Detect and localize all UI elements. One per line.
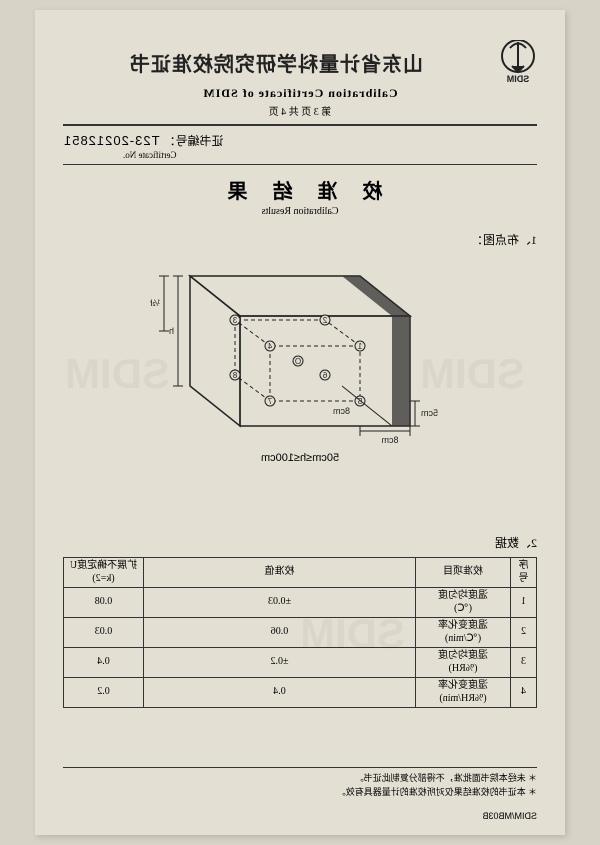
table-row: 2 温度变化率(℃/min) 0.06 0.03 <box>64 618 537 648</box>
cell-item: 湿度均匀度(%RH) <box>416 648 511 678</box>
cell-idx: 1 <box>511 588 537 618</box>
header: SDIM 山东省计量科学研究院校准证书 Calibration Certific… <box>63 40 537 126</box>
svg-text:½h: ½h <box>150 298 160 308</box>
footnotes: ＊ 未经本院书面批准，不得部分复制此证书。 ＊ 本证书的校准结果仅对所校准的计量… <box>63 767 537 799</box>
table-header-row: 序号 校准项目 校准值 扩展不确定度U (k=2) <box>64 558 537 588</box>
section1-label: 1、布点图： <box>63 231 537 248</box>
svg-text:6: 6 <box>322 371 327 380</box>
cell-item: 温度均匀度(℃) <box>416 588 511 618</box>
svg-text:7: 7 <box>267 397 272 406</box>
table-row: 3 湿度均匀度(%RH) ±0.2 0.4 <box>64 648 537 678</box>
svg-text:8cm: 8cm <box>333 406 350 416</box>
cell-idx: 3 <box>511 648 537 678</box>
results-title-cn: 校 准 结 果 <box>63 175 537 204</box>
diagram-caption: 50cm≤h≤100cm <box>63 452 537 464</box>
svg-text:1: 1 <box>357 342 362 351</box>
cell-val: ±0.2 <box>144 648 416 678</box>
svg-text:3: 3 <box>232 316 237 325</box>
col-unc: 扩展不确定度U (k=2) <box>64 558 144 588</box>
cell-unc: 0.4 <box>64 648 144 678</box>
cell-val: ±0.03 <box>144 588 416 618</box>
footnote-1: ＊ 未经本院书面批准，不得部分复制此证书。 <box>63 772 537 786</box>
col-item: 校准项目 <box>416 558 511 588</box>
page-number: 第 3 页 共 4 页 <box>63 103 537 118</box>
table-row: 4 湿度变化率(%RH/min) 0.4 0.2 <box>64 678 537 708</box>
svg-text:SDIM: SDIM <box>507 74 530 84</box>
cell-unc: 0.03 <box>64 618 144 648</box>
svg-text:8: 8 <box>232 371 237 380</box>
svg-text:4: 4 <box>267 342 272 351</box>
col-val: 校准值 <box>144 558 416 588</box>
cell-val: 0.4 <box>144 678 416 708</box>
svg-text:5cm: 5cm <box>421 408 438 418</box>
document-page: SDIM SDIM SDIM SDIM 山东省计量科学研究院校准证书 Calib… <box>35 10 565 835</box>
cell-idx: 4 <box>511 678 537 708</box>
org-title-cn: 山东省计量科学研究院校准证书 <box>63 48 489 77</box>
section2-label: 2、数据 <box>63 534 537 551</box>
cell-idx: 2 <box>511 618 537 648</box>
col-idx: 序号 <box>511 558 537 588</box>
cell-unc: 0.08 <box>64 588 144 618</box>
footer-code: SDIM/MB03B <box>482 811 537 821</box>
cell-item: 温度变化率(℃/min) <box>416 618 511 648</box>
footnote-2: ＊ 本证书的校准结果仅对所校准的计量器具有效。 <box>63 786 537 800</box>
svg-text:8cm: 8cm <box>381 435 398 445</box>
sdim-logo: SDIM <box>499 40 537 84</box>
certificate-number-block: 证书编号： T23-20212851 Certificate No. <box>63 126 537 165</box>
svg-text:2: 2 <box>322 316 327 325</box>
cert-label-en: Certificate No. <box>63 150 537 160</box>
svg-text:h: h <box>169 326 174 336</box>
table-row: 1 温度均匀度(℃) ±0.03 0.08 <box>64 588 537 618</box>
results-title-en: Calibration Results <box>63 206 537 217</box>
layout-diagram: 1 2 3 4 5 6 7 8 O <box>63 256 537 446</box>
cell-unc: 0.2 <box>64 678 144 708</box>
org-title-en: Calibration Certificate of SDIM <box>63 86 537 101</box>
cell-val: 0.06 <box>144 618 416 648</box>
cert-value: T23-20212851 <box>63 133 160 148</box>
cert-label-cn: 证书编号： <box>164 134 224 148</box>
data-table: 序号 校准项目 校准值 扩展不确定度U (k=2) 1 温度均匀度(℃) ±0.… <box>63 557 537 708</box>
svg-text:O: O <box>295 357 301 366</box>
cell-item: 湿度变化率(%RH/min) <box>416 678 511 708</box>
